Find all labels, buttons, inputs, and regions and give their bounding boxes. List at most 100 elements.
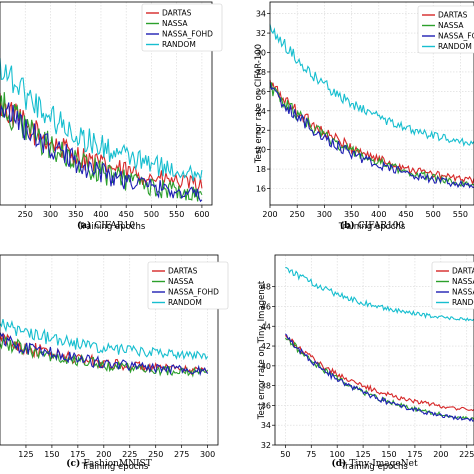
y-tick-label: 16	[256, 184, 266, 193]
legend-label: NASSA	[452, 277, 474, 286]
y-tick-label: 38	[261, 382, 271, 391]
caption-text: CIFAR100	[358, 221, 405, 231]
legend-label: RANDOM	[438, 42, 472, 51]
x-tick-label: 300	[43, 210, 58, 219]
x-tick-label: 450	[119, 210, 134, 219]
x-tick-label: 75	[306, 450, 316, 459]
x-tick-label: 300	[200, 450, 215, 459]
legend-box	[431, 261, 474, 310]
legend-box	[147, 261, 229, 310]
panel-caption: (b) CIFAR100	[340, 220, 405, 231]
x-tick-label: 175	[70, 450, 85, 459]
x-tick-label: 225	[459, 450, 474, 459]
y-tick-label: 30	[256, 49, 266, 58]
x-axis-label: Training epochs	[78, 222, 146, 232]
series-line-random	[269, 24, 474, 147]
x-tick-label: 150	[44, 450, 59, 459]
caption-label: (d)	[331, 458, 349, 469]
caption-label: (b)	[340, 220, 358, 231]
panel-caption: (a) CIFAR10	[77, 220, 135, 231]
x-axis-label: Training epochs	[338, 222, 406, 232]
series-line-random	[0, 318, 209, 361]
caption-text: CIFAR10	[94, 221, 135, 231]
legend-label: NASSA	[438, 21, 464, 30]
y-tick-label: 20	[256, 146, 266, 155]
legend-label: RANDOM	[452, 298, 474, 307]
x-tick-label: 225	[122, 450, 137, 459]
y-axis-label: Test error rate on CIFAR-100	[254, 44, 264, 164]
plot-frame	[0, 1, 213, 206]
chart-panel-d: 50 75 100 125 150 175 200 225 32 34 36 38 40 42 44 46 48…	[257, 254, 474, 472]
y-tick-label: 24	[256, 107, 266, 116]
y-tick-label: 48	[261, 283, 271, 292]
legend-label: NASSA	[162, 19, 188, 28]
y-tick-label: 34	[261, 421, 271, 430]
chart-panel-b: 200 250 300 350 400 450 500 550 16 18 20 22 24 26 28 30…	[254, 1, 474, 232]
series-line-dartas	[284, 334, 474, 412]
legend-label: DARTAS	[162, 9, 192, 18]
x-tick-label: 150	[381, 450, 396, 459]
x-axis-label: Training epochs	[340, 462, 408, 472]
legend-box	[417, 5, 474, 54]
y-tick-label: 28	[256, 68, 266, 77]
x-tick-label: 200	[262, 210, 277, 219]
y-tick-label: 26	[256, 87, 266, 96]
series-line-nassa_fohd	[269, 82, 474, 189]
panel-caption: (c) FashionMNIST	[66, 458, 151, 469]
legend-label: NASSA	[168, 277, 194, 286]
legend-label: NASSA_FOHD	[162, 30, 213, 39]
x-tick-label: 125	[18, 450, 33, 459]
plot-frame	[274, 254, 474, 446]
y-axis-label: Test error rate on Tiny_Imagenet	[257, 280, 267, 420]
legend-label: DARTAS	[438, 11, 468, 20]
chart-panel-c: 125 150 175 200 225 250 275 300 Training epochs D…	[0, 254, 229, 472]
x-tick-label: 400	[371, 210, 386, 219]
caption-text: Tiny-ImageNet	[349, 459, 418, 469]
caption-label: (a)	[77, 220, 94, 231]
x-tick-label: 550	[453, 210, 468, 219]
y-tick-label: 22	[256, 126, 266, 135]
legend-label: DARTAS	[168, 267, 198, 276]
x-tick-label: 350	[344, 210, 359, 219]
y-tick-label: 18	[256, 165, 266, 174]
x-tick-label: 275	[174, 450, 189, 459]
x-tick-label: 200	[433, 450, 448, 459]
legend-box	[141, 3, 223, 52]
panel-caption: (d) Tiny-ImageNet	[331, 458, 418, 469]
x-tick-label: 125	[355, 450, 370, 459]
legend-label: DARTAS	[452, 267, 474, 276]
x-axis-label: Training epochs	[81, 462, 149, 472]
y-tick-label: 32	[256, 29, 266, 38]
x-tick-label: 400	[93, 210, 108, 219]
x-tick-label: 250	[290, 210, 305, 219]
y-tick-label: 42	[261, 342, 271, 351]
series-line-random	[0, 58, 203, 182]
y-tick-label: 40	[261, 362, 271, 371]
x-tick-label: 100	[330, 450, 345, 459]
series-line-dartas	[269, 79, 474, 186]
caption-label: (c)	[66, 458, 83, 469]
y-tick-label: 34	[256, 10, 266, 19]
series-line-nassa_fohd	[0, 332, 209, 377]
x-tick-label: 50	[280, 450, 290, 459]
legend-label: NASSA_FOHD	[452, 288, 474, 297]
series-line-nassa_fohd	[0, 102, 203, 203]
x-tick-label: 500	[144, 210, 159, 219]
x-tick-label: 600	[194, 210, 209, 219]
y-tick-label: 44	[261, 322, 271, 331]
legend-label: RANDOM	[162, 40, 196, 49]
x-tick-label: 500	[426, 210, 441, 219]
plot-frame	[269, 1, 474, 206]
x-tick-label: 550	[169, 210, 184, 219]
x-tick-label: 250	[148, 450, 163, 459]
legend-label: NASSA_FOHD	[438, 32, 474, 41]
x-tick-label: 350	[68, 210, 83, 219]
series-line-nassa_fohd	[285, 333, 474, 422]
x-tick-label: 450	[398, 210, 413, 219]
x-tick-label: 200	[96, 450, 111, 459]
legend-label: RANDOM	[168, 298, 202, 307]
caption-text: FashionMNIST	[83, 459, 151, 469]
x-tick-label: 175	[407, 450, 422, 459]
series-line-random	[285, 266, 474, 322]
